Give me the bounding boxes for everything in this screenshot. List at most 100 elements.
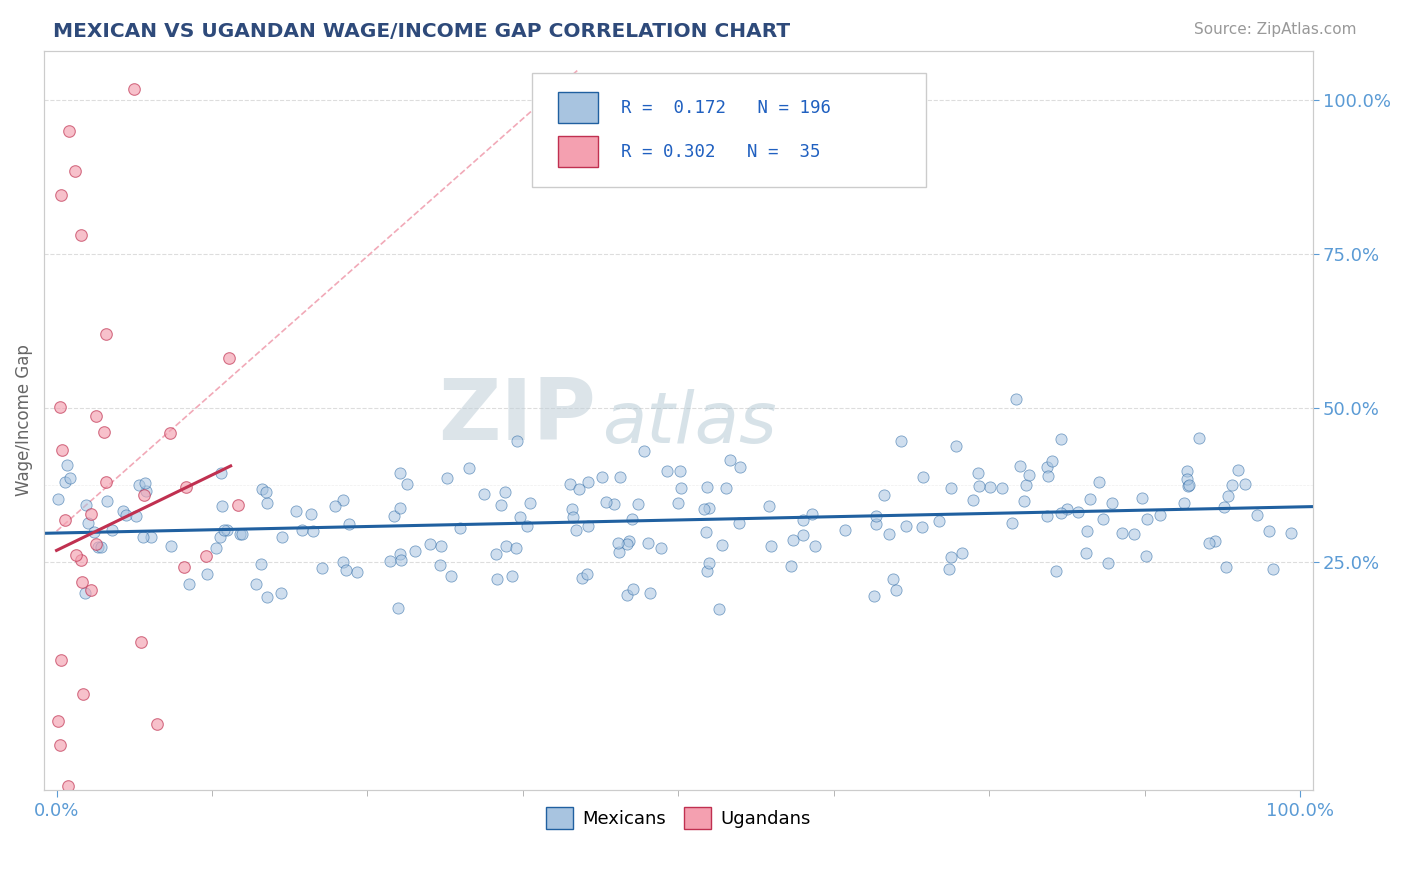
Point [1233, 477, 1256, 491]
Point [56, 779, 79, 793]
Point [696, 480, 718, 494]
Point [70, 575, 93, 590]
Point [882, 573, 904, 587]
Point [621, 582, 644, 597]
Point [486, 572, 509, 586]
Point [194, 549, 217, 563]
Point [619, 533, 641, 548]
Point [87, 540, 110, 554]
Point [669, 481, 692, 495]
Point [571, 571, 593, 585]
Point [565, 524, 588, 538]
Point [1005, 392, 1028, 407]
Point [1076, 524, 1098, 539]
Point [938, 562, 960, 576]
Point [489, 498, 512, 512]
Point [516, 518, 538, 533]
Point [129, 634, 152, 648]
Text: R = 0.302   N =  35: R = 0.302 N = 35 [621, 143, 821, 161]
Point [52, 878, 75, 892]
Point [1050, 432, 1073, 446]
Point [270, 586, 292, 600]
Point [505, 541, 527, 555]
FancyBboxPatch shape [558, 136, 599, 168]
Point [141, 530, 163, 544]
Point [96, 494, 118, 508]
Point [728, 460, 751, 475]
Point [696, 564, 718, 578]
Point [388, 547, 411, 561]
Point [49, 738, 72, 752]
Point [256, 496, 278, 510]
Point [231, 527, 253, 541]
Point [1040, 454, 1063, 468]
Point [208, 530, 231, 544]
Point [1122, 527, 1144, 541]
Point [1045, 564, 1067, 578]
Point [872, 488, 894, 502]
Text: Source: ZipAtlas.com: Source: ZipAtlas.com [1194, 22, 1357, 37]
Point [560, 477, 582, 491]
Point [76, 516, 98, 530]
Text: MEXICAN VS UGANDAN WAGE/INCOME GAP CORRELATION CHART: MEXICAN VS UGANDAN WAGE/INCOME GAP CORRE… [53, 22, 790, 41]
Point [226, 498, 249, 512]
Point [616, 588, 638, 602]
Point [211, 499, 233, 513]
Point [1177, 479, 1199, 493]
Point [1220, 477, 1243, 491]
Point [256, 590, 278, 604]
Point [332, 493, 354, 508]
Point [1092, 512, 1115, 526]
Point [271, 530, 294, 544]
Point [1018, 468, 1040, 483]
Point [1227, 463, 1250, 477]
Point [576, 519, 599, 533]
Point [1198, 535, 1220, 549]
Point [894, 519, 917, 533]
Point [114, 508, 136, 522]
Point [55, 475, 77, 489]
Point [58, 124, 80, 138]
Point [707, 602, 730, 616]
Point [1213, 500, 1236, 515]
Point [727, 516, 749, 530]
Point [962, 493, 984, 508]
Point [79, 507, 101, 521]
Point [519, 496, 541, 510]
Point [561, 510, 583, 524]
Point [1178, 478, 1201, 492]
Point [591, 470, 613, 484]
Point [761, 539, 783, 553]
Text: atlas: atlas [602, 390, 778, 458]
Point [53, 513, 76, 527]
Point [865, 517, 887, 532]
Point [128, 478, 150, 492]
Point [387, 601, 409, 615]
Point [695, 524, 717, 539]
Point [718, 453, 741, 467]
Point [46, 714, 69, 729]
Point [1188, 432, 1211, 446]
Point [69, 553, 91, 567]
Point [51, 443, 73, 458]
Point [1067, 505, 1090, 519]
Point [1215, 560, 1237, 574]
Point [890, 434, 912, 449]
Point [1175, 472, 1198, 486]
Point [1111, 525, 1133, 540]
Point [578, 475, 600, 489]
Point [122, 81, 145, 95]
Point [501, 569, 523, 583]
Point [212, 524, 235, 538]
Point [245, 577, 267, 591]
Point [1136, 511, 1159, 525]
Point [49, 401, 72, 415]
Point [1097, 557, 1119, 571]
Point [792, 528, 814, 542]
Point [1001, 516, 1024, 530]
Point [595, 494, 617, 508]
Point [159, 425, 181, 440]
Point [135, 483, 157, 498]
Point [1216, 489, 1239, 503]
Point [638, 585, 661, 599]
